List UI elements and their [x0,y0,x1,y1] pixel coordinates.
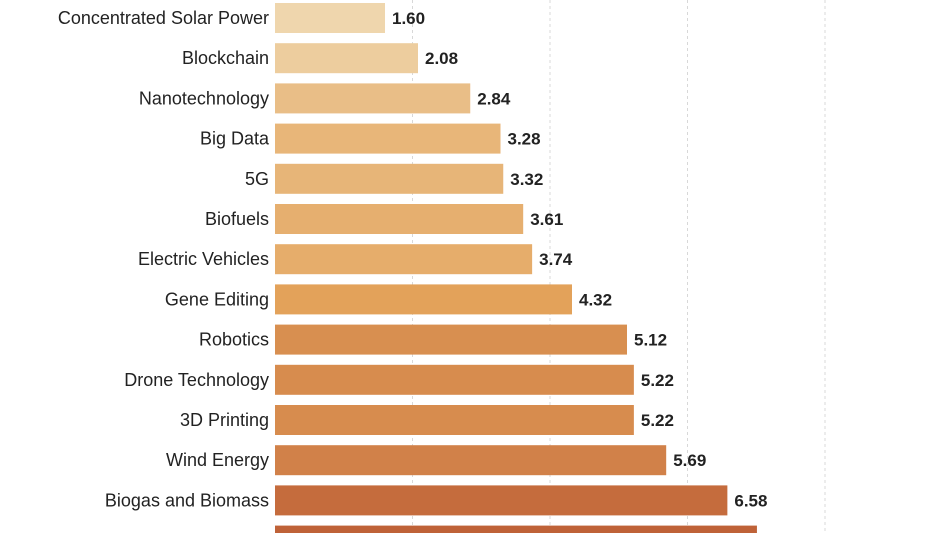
category-label: Electric Vehicles [138,249,269,269]
bar [275,123,501,154]
bar [275,364,634,395]
value-label: 1.60 [392,9,425,28]
value-label: 3.74 [539,250,573,269]
category-label: Nanotechnology [139,88,269,108]
category-label: Big Data [200,129,270,149]
category-label: Wind Energy [166,450,269,470]
bar [275,324,627,355]
value-label: 2.08 [425,49,458,68]
value-label: 5.22 [641,411,674,430]
value-label: 3.28 [508,130,541,149]
value-label: 7.01 [764,532,797,533]
value-label: 5.69 [673,451,706,470]
category-label: Concentrated Solar Power [58,8,269,28]
bar [275,525,757,533]
bar [275,83,471,114]
bar [275,204,524,234]
category-label: Blockchain [182,48,269,68]
value-label: 6.58 [734,491,767,510]
category-label: 5G [245,169,269,189]
bar [275,3,385,33]
value-label: 4.32 [579,290,612,309]
category-label: Biogas and Biomass [105,490,269,510]
value-label: 3.32 [510,170,543,189]
category-label: Robotics [199,330,269,350]
category-label: Drone Technology [124,370,269,390]
bar [275,163,504,194]
bar [275,485,728,516]
bar [275,244,533,275]
category-label: 3D Printing [180,410,269,430]
value-label: 3.61 [530,210,563,229]
category-label: Green Hydrogen [136,531,269,533]
bar [275,445,667,476]
bar [275,43,418,74]
value-label: 5.22 [641,371,674,390]
bar [275,405,634,435]
value-label: 5.12 [634,331,667,350]
category-label: Gene Editing [165,289,269,309]
value-label: 2.84 [477,89,511,108]
category-label: Biofuels [205,209,269,229]
bar [275,284,572,315]
